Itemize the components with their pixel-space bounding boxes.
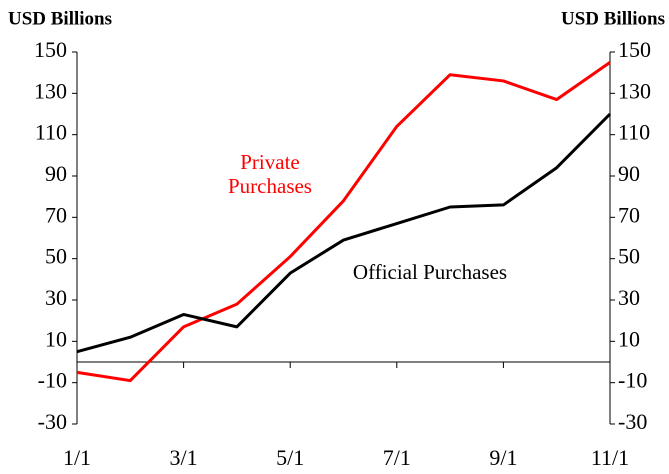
- y2-tick-label: 150: [618, 37, 651, 62]
- y-tick-label: 130: [34, 78, 67, 103]
- y2-tick-label: 90: [618, 161, 640, 186]
- y-tick-label: 150: [34, 37, 67, 62]
- x-tick-label: 11/1: [591, 445, 629, 470]
- y2-tick-label: 70: [618, 202, 640, 227]
- y2-tick-label: 130: [618, 78, 651, 103]
- y-tick-label: 110: [35, 120, 67, 145]
- y-tick-label: 10: [45, 326, 67, 351]
- series-line: [76, 61, 611, 383]
- y2-tick-label: -10: [618, 368, 647, 393]
- x-tick-label: 1/1: [63, 445, 91, 470]
- y2-tick-label: 110: [618, 120, 650, 145]
- y2-tick-label: 10: [618, 326, 640, 351]
- y2-tick-label: -30: [618, 409, 647, 434]
- y-tick-label: -10: [38, 368, 67, 393]
- x-tick-label: 5/1: [276, 445, 304, 470]
- y2-tick-label: 50: [618, 244, 640, 269]
- x-tick-label: 9/1: [489, 445, 517, 470]
- series-annotation: Official Purchases: [352, 260, 508, 284]
- y2-tick-label: 30: [618, 285, 640, 310]
- y-tick-label: 30: [45, 285, 67, 310]
- y-axis-label: USD Billions: [8, 8, 112, 29]
- y-tick-label: 70: [45, 202, 67, 227]
- series-annotation: Private Purchases: [228, 150, 312, 198]
- y-tick-label: -30: [38, 409, 67, 434]
- x-tick-label: 3/1: [170, 445, 198, 470]
- x-tick-label: 7/1: [383, 445, 411, 470]
- series-line: [76, 112, 612, 354]
- y2-axis-label: USD Billions: [561, 8, 665, 29]
- y-tick-label: 50: [45, 244, 67, 269]
- y-tick-label: 90: [45, 161, 67, 186]
